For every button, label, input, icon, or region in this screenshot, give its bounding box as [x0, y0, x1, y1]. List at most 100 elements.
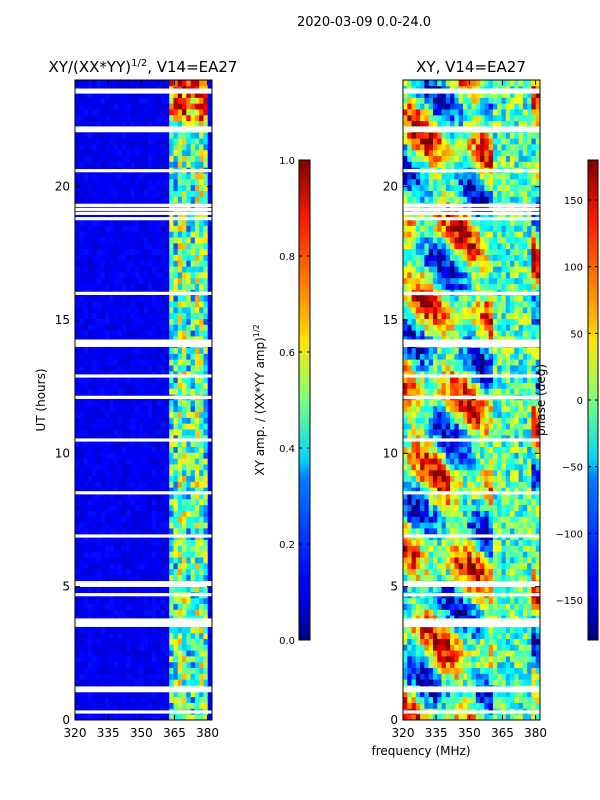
heatmap-cell — [113, 178, 119, 186]
heatmap-cell — [199, 429, 204, 436]
heatmap-cell — [75, 138, 80, 145]
heatmap-cell — [207, 650, 212, 657]
heatmap-cell — [100, 365, 106, 372]
heatmap-cell — [480, 656, 485, 663]
heatmap-cell — [143, 301, 149, 308]
heatmap-cell — [531, 661, 537, 669]
heatmap-cell — [147, 277, 153, 285]
heatmap-cell — [79, 667, 84, 674]
heatmap-cell — [96, 696, 102, 703]
heatmap-cell — [139, 475, 144, 482]
heatmap-cell — [122, 347, 127, 354]
heatmap-cell — [428, 557, 434, 564]
heatmap-cell — [143, 562, 149, 570]
heatmap-cell — [126, 295, 132, 302]
heatmap-cell — [420, 464, 425, 471]
heatmap-cell — [109, 667, 114, 674]
heatmap-cell — [454, 696, 460, 703]
heatmap-cell — [134, 138, 140, 145]
heatmap-cell — [535, 609, 540, 616]
heatmap-cell — [173, 248, 179, 255]
heatmap-cell — [510, 615, 515, 622]
heatmap-cell — [152, 696, 157, 703]
heatmap-cell — [527, 679, 532, 686]
heatmap-cell — [424, 632, 430, 639]
heatmap-cell — [190, 97, 196, 104]
heatmap-cell — [130, 388, 136, 395]
heatmap-cell — [143, 231, 149, 238]
heatmap-cell — [100, 597, 106, 605]
heatmap-cell — [492, 487, 498, 494]
heatmap-cell — [79, 528, 84, 535]
heatmap-cell — [160, 359, 166, 366]
heatmap-cell — [109, 91, 114, 98]
heatmap-cell — [186, 208, 191, 215]
heatmap-cell — [96, 609, 102, 616]
heatmap-cell — [169, 586, 174, 593]
heatmap-cell — [182, 516, 187, 523]
heatmap-cell — [75, 237, 80, 244]
heatmap-cell — [156, 568, 162, 575]
heatmap-cell — [177, 434, 183, 442]
heatmap-cell — [488, 632, 494, 639]
heatmap-cell — [445, 498, 451, 506]
heatmap-cell — [104, 574, 110, 581]
heatmap-cell — [535, 528, 540, 535]
heatmap-cell — [139, 254, 144, 261]
heatmap-cell — [100, 347, 106, 354]
heatmap-cell — [113, 498, 119, 506]
heatmap-cell — [207, 679, 212, 686]
heatmap-cell — [169, 295, 174, 302]
heatmap-cell — [186, 312, 191, 319]
heatmap-cell — [109, 306, 114, 314]
heatmap-cell — [190, 359, 196, 366]
heatmap-cell — [169, 481, 174, 488]
heatmap-cell — [117, 696, 123, 703]
heatmap-cell — [122, 161, 127, 168]
heatmap-cell — [475, 626, 481, 634]
heatmap-cell — [164, 138, 170, 145]
heatmap-cell — [83, 452, 89, 459]
heatmap-cell — [143, 376, 149, 383]
heatmap-cell — [134, 283, 140, 290]
heatmap-cell — [100, 155, 106, 162]
heatmap-cell — [454, 510, 460, 517]
heatmap-cell — [186, 306, 191, 314]
heatmap-cell — [497, 568, 502, 575]
heatmap-cell — [190, 679, 196, 686]
heatmap-cell — [182, 120, 187, 127]
heatmap-cell — [462, 539, 468, 546]
heatmap-cell — [411, 586, 417, 593]
heatmap-cell — [126, 103, 132, 110]
heatmap-cell — [194, 405, 200, 413]
heatmap-cell — [109, 109, 114, 116]
heatmap-cell — [96, 144, 102, 151]
heatmap-cell — [182, 487, 187, 494]
heatmap-cell — [186, 423, 191, 430]
heatmap-cell — [152, 516, 157, 523]
heatmap-cell — [194, 97, 200, 104]
heatmap-cell — [190, 237, 196, 244]
heatmap-cell — [531, 574, 537, 581]
heatmap-cell — [497, 702, 502, 709]
heatmap-cell — [194, 155, 200, 162]
heatmap-cell — [505, 638, 511, 645]
heatmap-cell — [462, 615, 468, 622]
heatmap-cell — [156, 615, 162, 622]
heatmap-cell — [445, 638, 451, 645]
heatmap-cell — [147, 330, 153, 337]
heatmap-cell — [522, 545, 528, 552]
heatmap-cell — [199, 586, 204, 593]
heatmap-cell — [143, 656, 149, 663]
heatmap-cell — [535, 493, 540, 500]
heatmap-cell — [156, 661, 162, 669]
heatmap-cell — [182, 423, 187, 430]
heatmap-cell — [173, 277, 179, 285]
heatmap-cell — [501, 690, 507, 698]
heatmap-cell — [87, 353, 93, 360]
heatmap-cell — [83, 714, 89, 720]
heatmap-cell — [113, 574, 119, 581]
heatmap-cell — [130, 144, 136, 151]
heatmap-cell — [164, 510, 170, 517]
heatmap-cell — [134, 330, 140, 337]
